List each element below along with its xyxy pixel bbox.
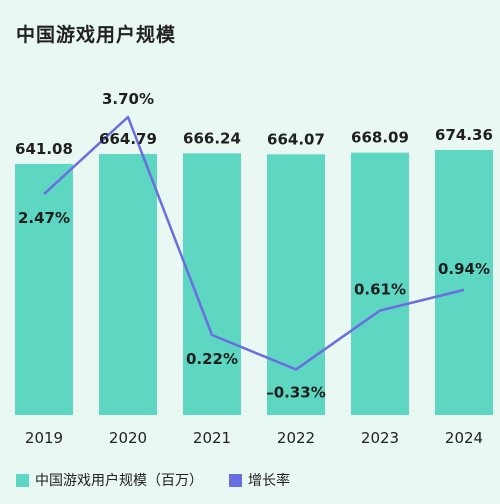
bar-2022 — [267, 154, 325, 415]
label-group: 641.08 664.79 666.24 664.07 668.09 674.36 2.47… — [15, 90, 493, 401]
growth-line-group — [43, 115, 465, 371]
rate-label-2022: –0.33% — [266, 383, 326, 401]
rate-label-2020: 3.70% — [102, 90, 154, 108]
bar-2024 — [435, 150, 493, 415]
bar-2020 — [99, 154, 157, 415]
rate-label-2021: 0.22% — [186, 350, 238, 368]
bar-value-label-2023: 668.09 — [351, 129, 409, 147]
bar-value-label-2024: 674.36 — [435, 126, 493, 144]
growth-rate-line — [43, 115, 465, 371]
bar-value-label-2019: 641.08 — [15, 140, 73, 158]
legend-item-growth: 增长率 — [229, 470, 290, 490]
legend-item-users: 中国游戏用户规模（百万） — [16, 470, 203, 490]
bar-2019 — [15, 164, 73, 415]
legend-swatch-growth — [229, 473, 242, 487]
x-axis-ticks: 2019 2020 2021 2022 2023 2024 — [25, 429, 483, 447]
legend: 中国游戏用户规模（百万） 增长率 — [16, 470, 316, 490]
x-tick-2019: 2019 — [25, 429, 63, 447]
legend-label-growth: 增长率 — [248, 473, 290, 489]
rate-label-2024: 0.94% — [438, 260, 490, 278]
bar-2023 — [351, 152, 409, 415]
bar-value-label-2021: 666.24 — [183, 129, 241, 147]
rate-label-2019: 2.47% — [18, 209, 70, 227]
bar-value-label-2022: 664.07 — [267, 130, 325, 148]
x-tick-2022: 2022 — [277, 429, 315, 447]
chart-title: 中国游戏用户规模 — [16, 24, 177, 46]
bar-value-label-2020: 664.79 — [99, 130, 157, 148]
x-tick-2024: 2024 — [445, 429, 483, 447]
rate-label-2023: 0.61% — [354, 281, 406, 299]
legend-label-users: 中国游戏用户规模（百万） — [35, 473, 203, 489]
x-tick-2021: 2021 — [193, 429, 231, 447]
legend-swatch-users — [16, 473, 29, 487]
x-tick-2023: 2023 — [361, 429, 399, 447]
bar-group — [15, 150, 493, 415]
x-tick-2020: 2020 — [109, 429, 147, 447]
